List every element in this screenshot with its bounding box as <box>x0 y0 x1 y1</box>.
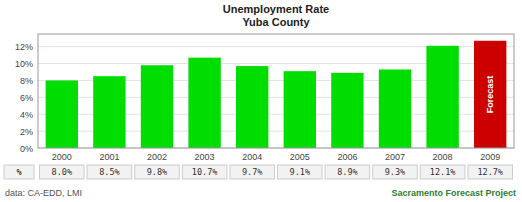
x-tick-label: 2008 <box>433 152 453 162</box>
bars <box>46 41 507 148</box>
x-tick-label: 2009 <box>480 152 500 162</box>
data-label: 9.3% <box>385 167 405 177</box>
data-label: 8.0% <box>52 167 72 177</box>
annotation: Forecast <box>485 76 495 114</box>
data-label: 9.1% <box>290 167 310 177</box>
x-axis: 2000 2001 2002 2003 2004 2005 2006 2007 2008 2009 <box>52 152 500 162</box>
bar <box>236 66 268 148</box>
x-tick-label: 2000 <box>52 152 72 162</box>
title: Unemployment RateYuba County <box>223 3 329 28</box>
y-tick-label: 2% <box>20 127 33 137</box>
y-tick-label: 8% <box>20 76 33 86</box>
table-cell <box>4 165 34 179</box>
bar <box>331 73 363 148</box>
x-tick-label: 2001 <box>99 152 119 162</box>
data-label: 10.7% <box>192 167 218 177</box>
footer-label: Sacramento Forecast Project <box>391 188 516 198</box>
x-tick-label: 2004 <box>242 152 262 162</box>
bar <box>188 58 220 148</box>
table-cell <box>182 165 227 179</box>
table-cell <box>278 165 323 179</box>
bar <box>474 41 506 148</box>
chart-container: Unemployment RateYuba County 0% 2% 4% 6% 8% 10… <box>0 0 522 202</box>
data-label: 12.7% <box>477 167 503 177</box>
x-tick-label: 2007 <box>385 152 405 162</box>
bar <box>46 80 78 148</box>
table-cell <box>373 165 418 179</box>
plot-frame <box>38 34 514 148</box>
x-tick-label: 2006 <box>337 152 357 162</box>
table-cell <box>325 165 370 179</box>
data-label-row: % 8.0% 8.5% 9.8% 10.7% 9.7% 9.1% 8.9% 9.3% 12.1% 1… <box>4 165 513 179</box>
bar <box>379 69 411 148</box>
bar <box>93 76 125 148</box>
y-tick-label: 4% <box>20 110 33 120</box>
bar <box>426 46 458 148</box>
table-cell <box>420 165 465 179</box>
data-label: 8.9% <box>337 167 357 177</box>
data-label: 9.7% <box>242 167 262 177</box>
source-note: data: CA-EDD, LMI <box>5 188 82 198</box>
bar <box>141 65 173 148</box>
y-tick-label: 6% <box>20 93 33 103</box>
y-tick-label: 10% <box>15 59 33 69</box>
data-label: 12.1% <box>430 167 456 177</box>
table-cell <box>230 165 275 179</box>
data-label: 8.5% <box>99 167 119 177</box>
x-tick-label: 2002 <box>147 152 167 162</box>
x-tick-label: 2005 <box>290 152 310 162</box>
table-cell <box>40 165 85 179</box>
y-tick-label: 12% <box>15 42 33 52</box>
bar <box>284 71 316 148</box>
data-label: 9.8% <box>147 167 167 177</box>
table-cell <box>468 165 513 179</box>
table-cell <box>87 165 132 179</box>
x-tick-label: 2003 <box>195 152 215 162</box>
y-tick-label: 0% <box>20 144 33 154</box>
table-cell <box>135 165 180 179</box>
y-axis: 0% 2% 4% 6% 8% 10% 12% <box>15 42 514 153</box>
chart: Unemployment RateYuba County 0% 2% 4% 6% 8% 10… <box>0 0 522 202</box>
table-header: % <box>16 167 22 177</box>
